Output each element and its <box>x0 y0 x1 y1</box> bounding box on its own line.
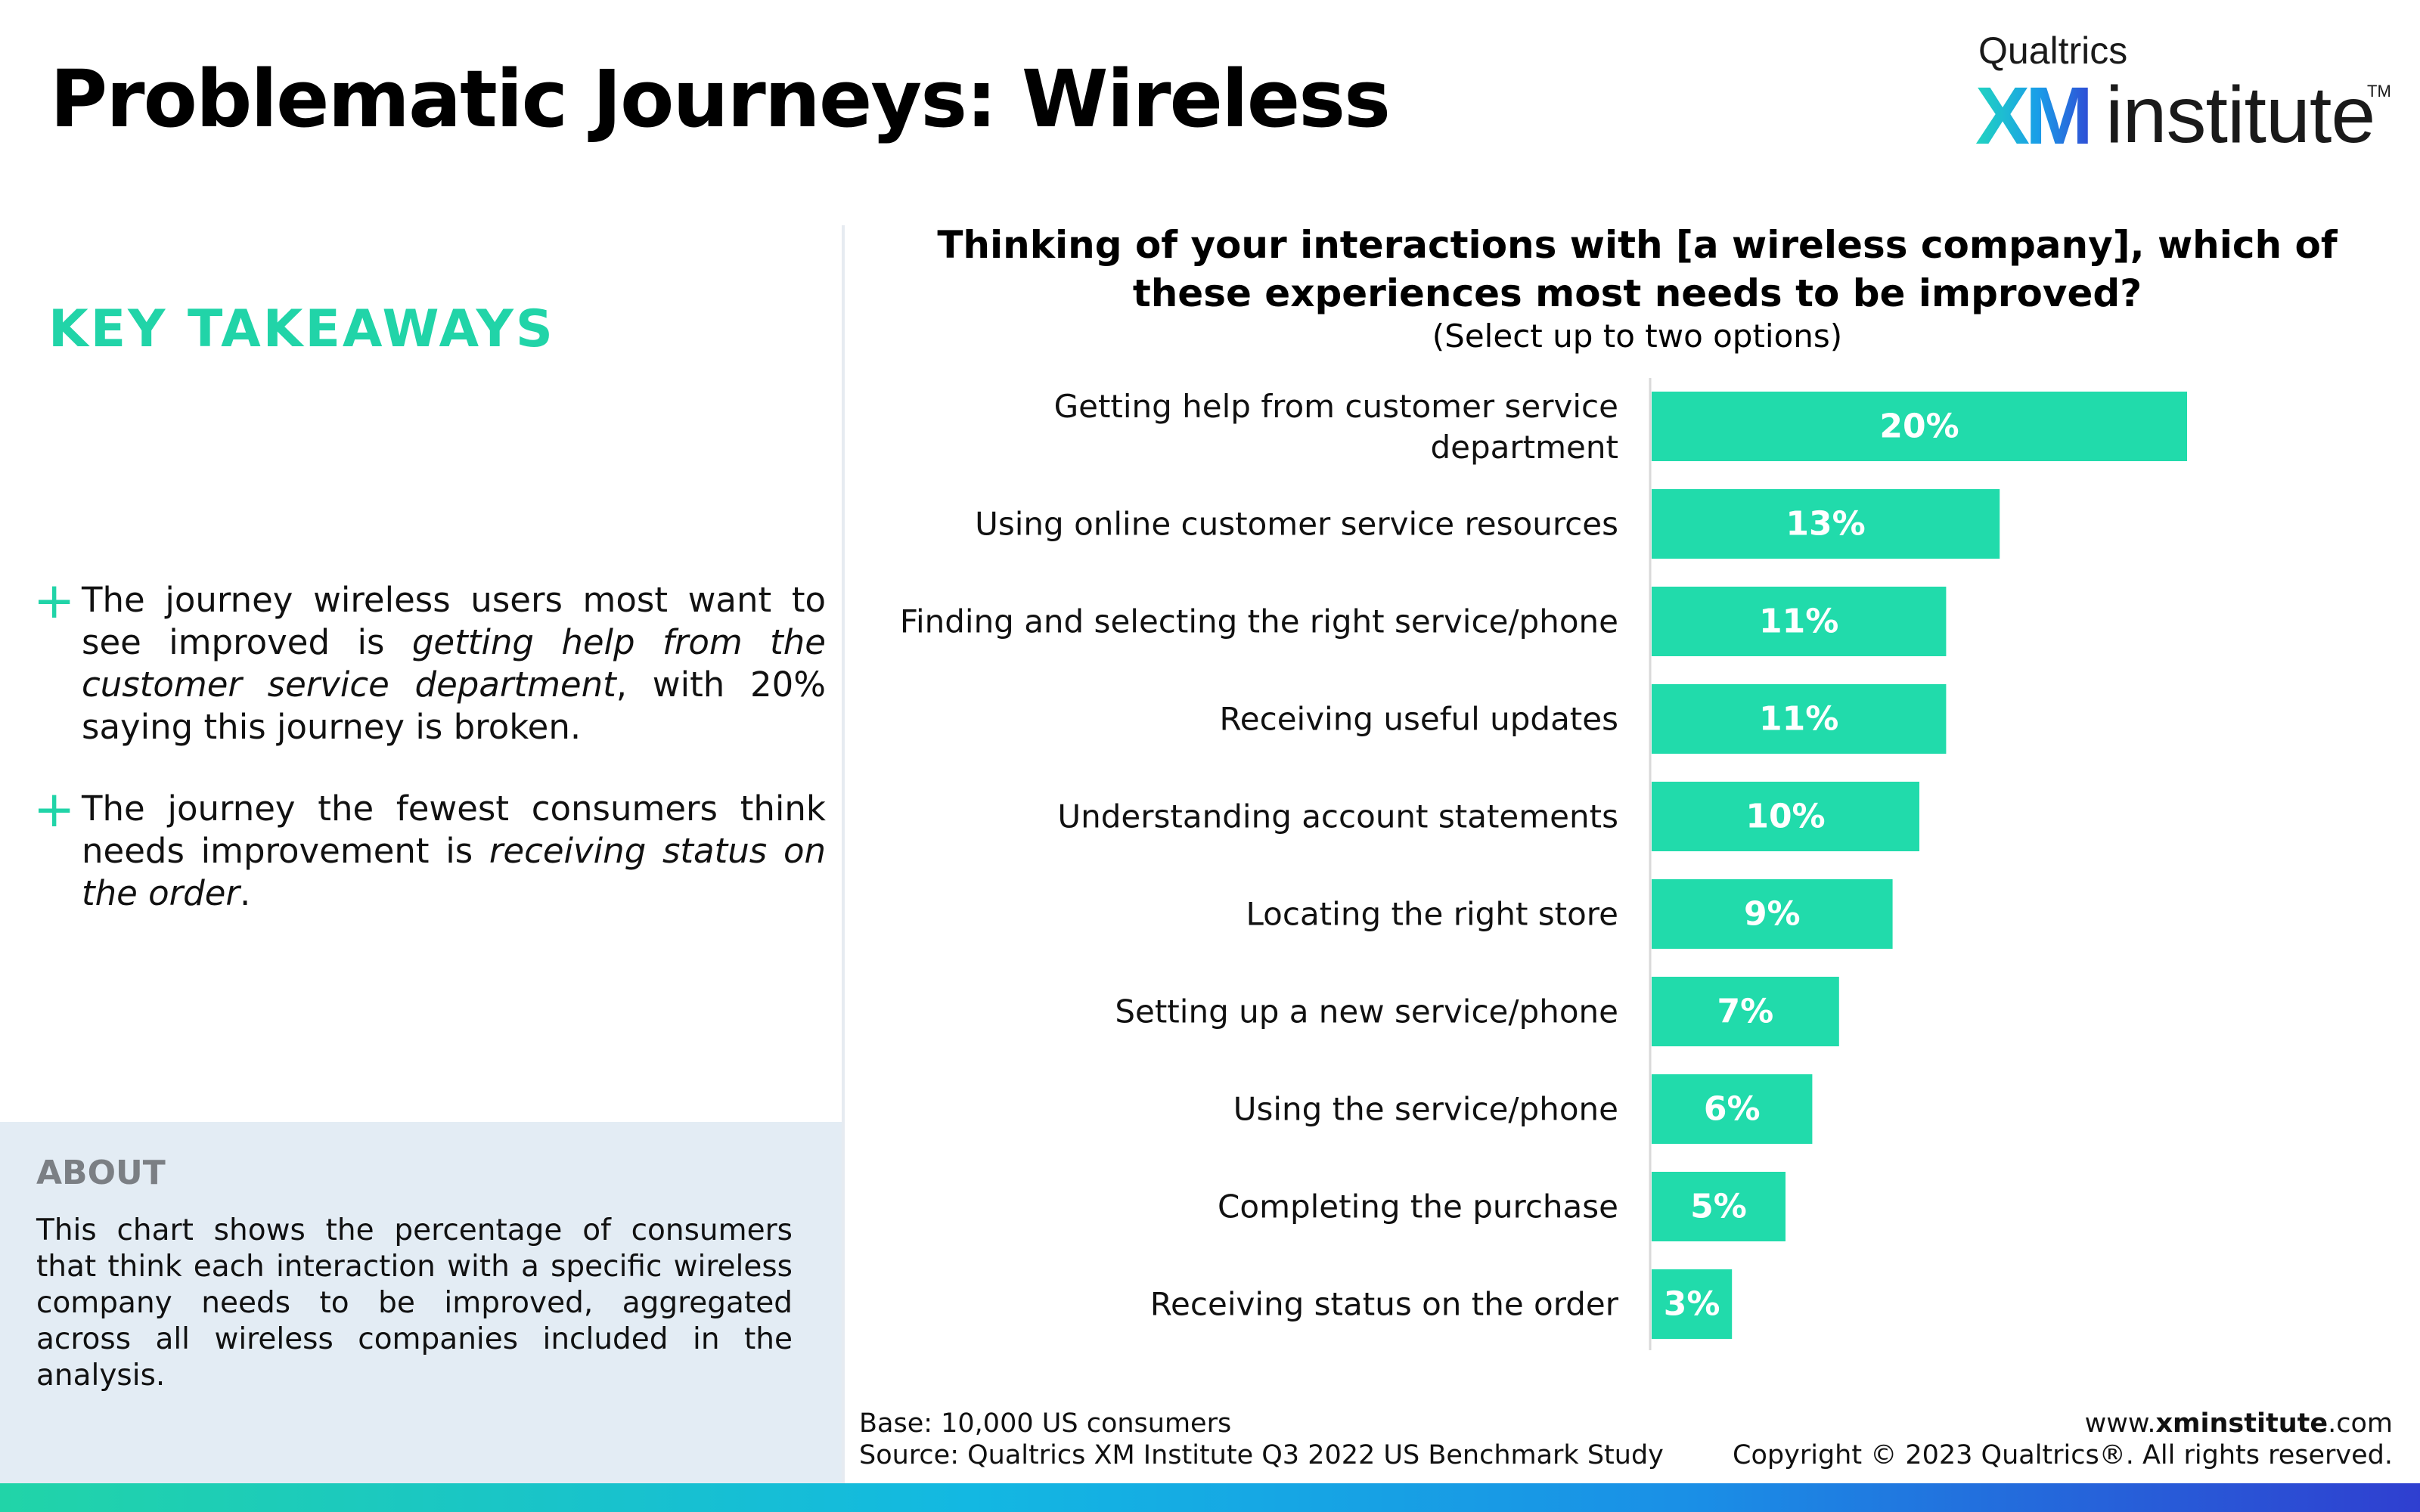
takeaway-item: + The journey the fewest consumers think… <box>33 780 826 924</box>
plus-icon: + <box>33 572 76 630</box>
bar-value-label: 10% <box>1745 798 1825 836</box>
bar-value-label: 9% <box>1744 895 1801 934</box>
footer-copyright-text: Copyright © 2023 Qualtrics®. All rights … <box>1733 1440 2393 1470</box>
xm-institute-logo[interactable]: Qualtrics XM institute TM <box>1975 29 2391 161</box>
category-label: Getting help from customer service depart… <box>1054 388 1618 466</box>
category-label: Locating the right store <box>1246 896 1619 933</box>
key-takeaways-heading: KEY TAKEAWAYS <box>48 299 555 359</box>
bar <box>1652 684 1947 754</box>
page-title: Problematic Journeys: Wireless <box>50 53 1391 145</box>
bar <box>1652 392 2187 461</box>
bar <box>1652 1269 1733 1339</box>
footer-copyright: www.xminstitute.com Copyright © 2023 Qua… <box>1733 1408 2393 1471</box>
chart-subtitle: (Select up to two options) <box>1432 318 1843 355</box>
about-heading: ABOUT <box>36 1154 166 1192</box>
about-text: This chart shows the percentage of consu… <box>36 1213 793 1393</box>
logo-institute-text: institute <box>2105 70 2375 160</box>
footer-base-text: Base: 10,000 US consumers <box>859 1408 1232 1439</box>
bar-value-label: 20% <box>1879 407 1959 446</box>
takeaway-text: The journey wireless users most want to … <box>82 580 826 747</box>
logo-xm-text: XM <box>1975 70 2093 161</box>
bar <box>1652 977 1839 1046</box>
takeaway-text: The journey the fewest consumers think n… <box>82 789 826 913</box>
footer-source: Base: 10,000 US consumers Source: Qualtr… <box>859 1408 1664 1471</box>
bar-value-label: 7% <box>1717 993 1774 1031</box>
about-panel <box>0 1122 842 1483</box>
bar-value-label: 5% <box>1690 1188 1747 1226</box>
bar-value-label: 3% <box>1664 1285 1720 1324</box>
category-label: Setting up a new service/phone <box>1115 993 1618 1030</box>
bar <box>1652 587 1947 656</box>
category-label: Receiving useful updates <box>1219 701 1618 738</box>
logo-brand-text: Qualtrics <box>1978 29 2128 72</box>
chart-title: Thinking of your interactions with [a wi… <box>937 223 2338 315</box>
bar <box>1652 1172 1786 1241</box>
takeaway-item: + The journey wireless users most want t… <box>33 572 826 753</box>
logo-trademark: TM <box>2367 82 2391 101</box>
category-label: Using the service/phone <box>1233 1091 1618 1128</box>
bar <box>1652 489 2000 559</box>
category-label: Finding and selecting the right service/… <box>900 603 1618 640</box>
bar <box>1652 1074 1813 1144</box>
category-label: Receiving status on the order <box>1150 1286 1619 1323</box>
plus-icon: + <box>33 780 76 838</box>
bar <box>1652 879 1893 949</box>
bar-value-label: 6% <box>1704 1090 1761 1129</box>
category-label: Using online customer service resources <box>975 506 1618 543</box>
bar-value-label: 13% <box>1786 505 1865 544</box>
brand-gradient-strip <box>0 1483 2420 1512</box>
bar-value-label: 11% <box>1759 700 1838 739</box>
footer-url[interactable]: www.xminstitute.com <box>2084 1408 2393 1439</box>
footer-source-text: Source: Qualtrics XM Institute Q3 2022 U… <box>859 1440 1664 1470</box>
category-label: Understanding account statements <box>1057 798 1618 835</box>
bar-value-label: 11% <box>1759 603 1838 641</box>
category-label: Completing the purchase <box>1218 1188 1618 1225</box>
panel-divider <box>842 225 845 1483</box>
bar <box>1652 782 1919 851</box>
